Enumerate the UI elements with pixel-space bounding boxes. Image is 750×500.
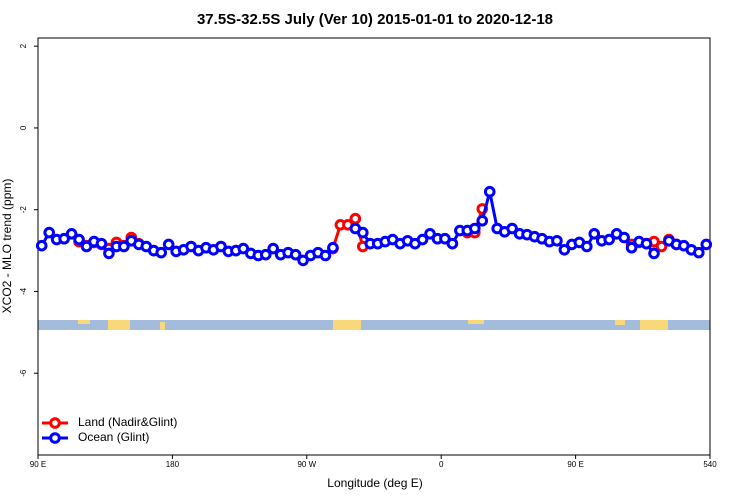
- chart-title: 37.5S-32.5S July (Ver 10) 2015-01-01 to …: [197, 11, 553, 28]
- point: [700, 238, 713, 251]
- point: [618, 231, 630, 244]
- point: [357, 226, 369, 239]
- point: [476, 214, 489, 227]
- point: [506, 222, 518, 235]
- y-tick-label: 0: [19, 125, 28, 130]
- point: [118, 240, 130, 253]
- point: [162, 238, 175, 251]
- point: [588, 228, 601, 240]
- point: [625, 241, 638, 254]
- legend-label: Ocean (Glint): [78, 430, 149, 444]
- series-line: [40, 191, 708, 263]
- x-tick-label: 90 E: [30, 460, 46, 469]
- x-tick-label: 180: [166, 460, 180, 469]
- point: [215, 240, 227, 253]
- legend-marker: [49, 417, 61, 429]
- point: [237, 242, 250, 255]
- point: [349, 212, 362, 225]
- point: [289, 248, 302, 261]
- y-tick-label: 2: [19, 43, 28, 48]
- map-strip: [38, 320, 710, 330]
- x-axis-label: Longitude (deg E): [327, 476, 422, 490]
- y-axis-label: XCO2 - MLO trend (ppm): [0, 179, 14, 314]
- point: [103, 247, 115, 260]
- x-tick-label: 0: [439, 460, 444, 469]
- point: [327, 241, 339, 254]
- point: [640, 237, 653, 250]
- point: [469, 222, 481, 235]
- x-tick-label: 90 E: [567, 460, 583, 469]
- x-tick-label: 90 W: [297, 460, 316, 469]
- point: [416, 233, 429, 246]
- point: [439, 232, 451, 245]
- point: [297, 254, 309, 267]
- point: [603, 233, 616, 246]
- point: [73, 233, 85, 246]
- legend-label: Land (Nadir&Glint): [78, 415, 177, 429]
- point: [483, 185, 496, 198]
- point: [43, 226, 56, 239]
- point: [319, 249, 332, 262]
- point: [655, 240, 668, 253]
- point: [267, 242, 280, 255]
- x-tick-label: 540: [703, 460, 717, 469]
- point: [558, 243, 571, 256]
- point: [446, 237, 459, 250]
- point: [95, 237, 108, 250]
- legend-marker: [49, 432, 61, 444]
- point: [155, 246, 167, 259]
- point: [35, 239, 48, 252]
- point: [58, 232, 70, 245]
- point: [551, 234, 563, 247]
- point: [65, 228, 78, 240]
- point: [259, 248, 272, 261]
- y-tick-label: -4: [19, 287, 28, 295]
- point: [581, 240, 593, 253]
- point: [424, 228, 436, 240]
- y-tick-label: -2: [19, 206, 28, 214]
- y-tick-label: -6: [19, 369, 28, 377]
- point: [80, 240, 93, 253]
- point: [693, 246, 705, 259]
- point: [648, 247, 660, 260]
